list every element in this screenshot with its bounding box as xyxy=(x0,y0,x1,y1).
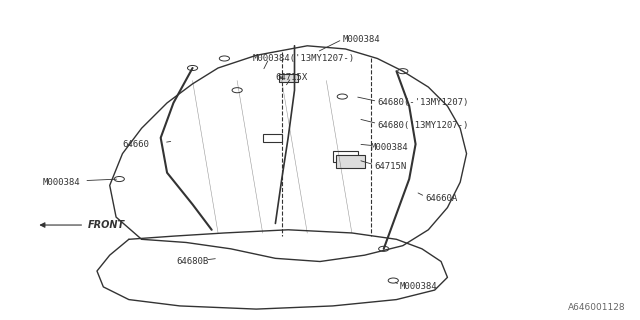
Text: 64715X: 64715X xyxy=(275,73,308,82)
Text: M000384: M000384 xyxy=(371,143,408,152)
Text: A646001128: A646001128 xyxy=(568,303,626,312)
Bar xyxy=(278,74,298,82)
Text: M000384('13MY1207-): M000384('13MY1207-) xyxy=(253,54,355,63)
Text: FRONT: FRONT xyxy=(88,220,125,230)
Text: M000384: M000384 xyxy=(43,178,81,187)
Text: 64680('13MY1207-): 64680('13MY1207-) xyxy=(378,121,468,130)
Bar xyxy=(333,151,358,162)
Text: 64715N: 64715N xyxy=(374,162,406,171)
Text: 64660: 64660 xyxy=(122,140,149,148)
Bar xyxy=(262,134,282,142)
Bar xyxy=(336,155,365,168)
Text: 64660A: 64660A xyxy=(425,194,458,203)
Text: M000384: M000384 xyxy=(399,282,437,292)
Text: M000384: M000384 xyxy=(342,35,380,44)
Text: 64680(-'13MY1207): 64680(-'13MY1207) xyxy=(378,99,468,108)
Text: 64680B: 64680B xyxy=(177,257,209,266)
